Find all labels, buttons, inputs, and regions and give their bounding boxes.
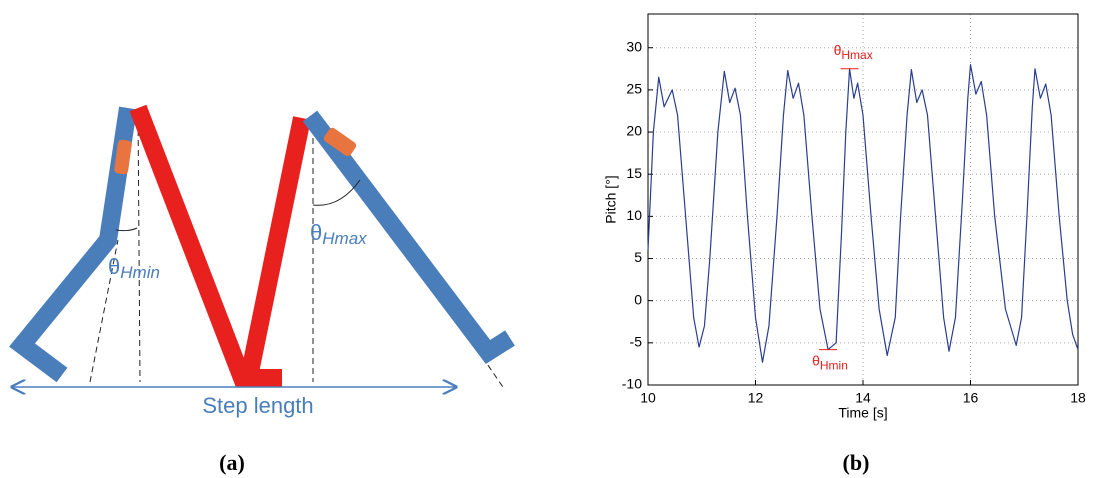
y-tick-label: -5 (630, 334, 643, 350)
x-tick-label: 16 (963, 390, 979, 406)
y-axis-label: Pitch [°] (603, 175, 619, 223)
y-tick-label: 10 (626, 207, 642, 223)
panel-a: θHmin θHmax Step length (9, 104, 515, 418)
subscript: Hmax (322, 229, 367, 248)
y-tick-label: 0 (634, 291, 642, 307)
panel-label: (b) (843, 450, 870, 475)
leg-red (129, 104, 282, 387)
angle-min-label: θHmin (108, 254, 160, 283)
angle-arc (312, 179, 361, 206)
guide-line (137, 109, 141, 383)
symbol: θ (310, 220, 322, 245)
y-tick-label: 5 (634, 249, 642, 265)
leg-blue (302, 110, 515, 365)
x-tick-label: 14 (855, 390, 871, 406)
angle-arc (115, 227, 138, 232)
y-tick-label: 30 (626, 38, 642, 54)
subscript: Hmin (820, 359, 848, 373)
symbol: θ (812, 352, 820, 368)
subscript: Hmax (841, 48, 872, 62)
panel-b: -10 -5 0 5 10 15 20 25 30 10 12 14 16 18 Time [s] Pitch… (603, 13, 1086, 421)
plot-frame (647, 13, 1079, 386)
guide-line (89, 239, 119, 383)
step-label: Step length (202, 393, 313, 418)
y-tick-label: 20 (626, 123, 642, 139)
y-tick-label: -10 (622, 376, 642, 392)
angle-max-label: θHmax (310, 220, 367, 249)
leg-red (241, 116, 311, 374)
x-tick-label: 12 (748, 390, 764, 406)
sensor (114, 139, 132, 175)
subscript: Hmin (120, 263, 160, 282)
panel-label: (a) (219, 450, 245, 475)
x-axis-label: Time [s] (838, 405, 887, 421)
symbol: θ (834, 42, 842, 58)
y-tick-label: 15 (626, 165, 642, 181)
data-line (647, 63, 1079, 363)
x-tick-label: 10 (640, 390, 656, 406)
symbol: θ (108, 254, 120, 279)
y-tick-label: 25 (626, 81, 642, 97)
annotation: θHmax (834, 42, 873, 62)
sensor (323, 127, 357, 157)
x-tick-label: 18 (1070, 390, 1086, 406)
leg-blue (9, 106, 137, 383)
annotation: θHmin (812, 352, 848, 372)
